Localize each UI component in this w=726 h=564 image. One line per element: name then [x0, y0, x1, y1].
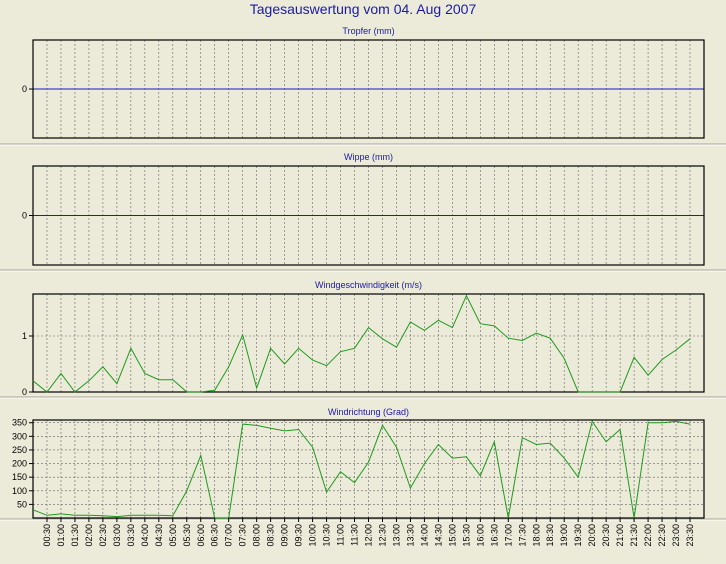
x-tick-label: 02:30	[98, 524, 108, 547]
plot-frame	[32, 165, 705, 266]
x-tick-label: 20:00	[587, 524, 597, 547]
x-tick-label: 14:30	[433, 524, 443, 547]
x-tick-label: 07:00	[224, 524, 234, 547]
y-tick-label: 250	[12, 445, 27, 455]
x-tick-label: 12:00	[364, 524, 374, 547]
x-tick-label: 21:30	[629, 524, 639, 547]
series-line	[32, 294, 691, 393]
y-tick-label: 50	[17, 499, 27, 509]
y-tick-label: 1	[22, 331, 27, 341]
x-tick-label: 18:00	[531, 524, 541, 547]
panel-title: Tropfer (mm)	[342, 26, 394, 36]
x-tick-label: 12:30	[377, 524, 387, 547]
plot-frame	[32, 39, 705, 139]
x-tick-label: 19:30	[573, 524, 583, 547]
x-tick-label: 22:00	[643, 524, 653, 547]
x-tick-label: 04:00	[140, 524, 150, 547]
panel-title: Wippe (mm)	[344, 152, 393, 162]
x-tick-label: 16:00	[475, 524, 485, 547]
x-tick-label: 11:30	[350, 524, 360, 546]
x-tick-label: 13:00	[391, 524, 401, 547]
x-tick-label: 23:00	[671, 524, 681, 547]
page-title: Tagesauswertung vom 04. Aug 2007	[249, 1, 477, 17]
y-tick-label: 0	[22, 84, 27, 94]
x-tick-label: 10:00	[308, 524, 318, 547]
x-tick-label: 05:00	[168, 524, 178, 547]
x-tick-label: 08:00	[252, 524, 262, 547]
x-tick-label: 06:00	[196, 524, 206, 547]
x-tick-label: 08:30	[266, 524, 276, 547]
x-tick-label: 09:00	[280, 524, 290, 547]
x-tick-label: 17:00	[503, 524, 513, 547]
y-tick-label: 350	[12, 418, 27, 428]
x-tick-label: 02:00	[84, 524, 94, 547]
plot-frame	[32, 293, 705, 393]
x-tick-label: 14:00	[419, 524, 429, 547]
y-tick-label: 200	[12, 459, 27, 469]
x-tick-label: 18:30	[545, 524, 555, 547]
series-line	[32, 420, 691, 519]
x-tick-label: 11:00	[336, 524, 346, 546]
x-tick-label: 10:30	[322, 524, 332, 547]
x-tick-label: 22:30	[657, 524, 667, 547]
x-tick-label: 16:30	[489, 524, 499, 547]
y-tick-label: 300	[12, 431, 27, 441]
y-tick-label: 0	[22, 211, 27, 221]
x-tick-label: 04:30	[154, 524, 164, 547]
x-tick-label: 15:00	[447, 524, 457, 547]
y-tick-label: 100	[12, 486, 27, 496]
x-tick-label: 15:30	[461, 524, 471, 547]
y-tick-label: 0	[22, 387, 27, 397]
x-tick-label: 06:30	[210, 524, 220, 547]
x-tick-label: 21:00	[615, 524, 625, 547]
x-tick-label: 05:30	[182, 524, 192, 547]
x-tick-label: 19:00	[559, 524, 569, 547]
x-tick-label: 09:30	[294, 524, 304, 547]
x-tick-label: 00:30	[42, 524, 52, 547]
x-tick-label: 23:30	[685, 524, 695, 547]
x-tick-label: 20:30	[601, 524, 611, 547]
x-tick-label: 03:00	[112, 524, 122, 547]
x-tick-label: 01:00	[56, 524, 66, 547]
panel-title: Windrichtung (Grad)	[328, 407, 409, 417]
y-tick-label: 150	[12, 472, 27, 482]
x-tick-label: 01:30	[70, 524, 80, 547]
x-tick-label: 17:30	[517, 524, 527, 547]
x-tick-label: 07:30	[238, 524, 248, 547]
x-tick-label: 03:30	[126, 524, 136, 547]
x-tick-label: 13:30	[405, 524, 415, 547]
panel-title: Windgeschwindigkeit (m/s)	[315, 280, 422, 290]
